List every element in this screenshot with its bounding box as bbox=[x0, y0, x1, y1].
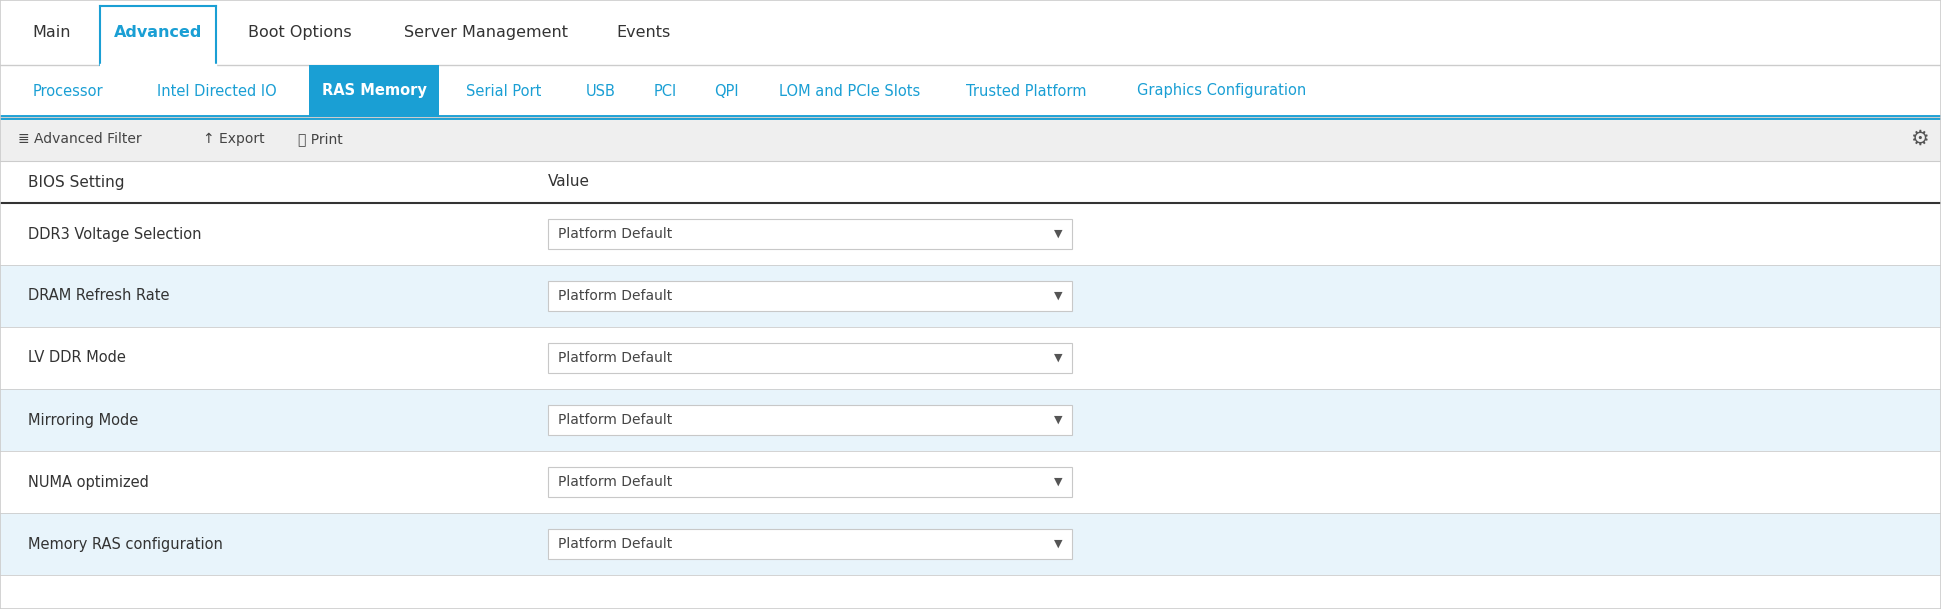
Bar bbox=[0, 389, 1941, 451]
Text: LOM and PCIe Slots: LOM and PCIe Slots bbox=[780, 83, 920, 99]
Text: Platform Default: Platform Default bbox=[557, 227, 672, 241]
Text: Boot Options: Boot Options bbox=[248, 25, 351, 40]
Text: Advanced: Advanced bbox=[115, 25, 202, 40]
Text: QPI: QPI bbox=[714, 83, 740, 99]
Text: Events: Events bbox=[617, 25, 672, 40]
Text: ▼: ▼ bbox=[1054, 291, 1062, 301]
Bar bbox=[0, 203, 1941, 265]
Text: Processor: Processor bbox=[33, 83, 103, 99]
Bar bbox=[0, 0, 1941, 65]
Text: Serial Port: Serial Port bbox=[466, 83, 542, 99]
Bar bbox=[0, 117, 1941, 161]
Bar bbox=[309, 65, 439, 117]
Text: Platform Default: Platform Default bbox=[557, 537, 672, 551]
Text: Value: Value bbox=[547, 175, 590, 189]
Text: Graphics Configuration: Graphics Configuration bbox=[1137, 83, 1306, 99]
Bar bbox=[547, 405, 1071, 435]
Bar bbox=[0, 65, 1941, 117]
Bar bbox=[0, 451, 1941, 513]
Text: RAS Memory: RAS Memory bbox=[322, 83, 427, 99]
Text: Platform Default: Platform Default bbox=[557, 351, 672, 365]
Bar bbox=[0, 265, 1941, 327]
Bar bbox=[547, 467, 1071, 497]
Bar bbox=[547, 529, 1071, 559]
Text: DDR3 Voltage Selection: DDR3 Voltage Selection bbox=[27, 227, 202, 242]
Text: Memory RAS configuration: Memory RAS configuration bbox=[27, 537, 223, 552]
Bar bbox=[0, 327, 1941, 389]
Text: ⚙: ⚙ bbox=[1910, 129, 1927, 149]
Text: BIOS Setting: BIOS Setting bbox=[27, 175, 124, 189]
Text: Main: Main bbox=[33, 25, 72, 40]
Bar bbox=[0, 513, 1941, 575]
Bar bbox=[0, 161, 1941, 203]
Text: ▼: ▼ bbox=[1054, 415, 1062, 425]
Text: USB: USB bbox=[586, 83, 615, 99]
Text: ≣ Advanced Filter: ≣ Advanced Filter bbox=[17, 132, 142, 146]
Text: Mirroring Mode: Mirroring Mode bbox=[27, 412, 138, 428]
Text: Server Management: Server Management bbox=[404, 25, 567, 40]
Text: ↑ Export: ↑ Export bbox=[204, 132, 264, 146]
Text: NUMA optimized: NUMA optimized bbox=[27, 474, 149, 490]
Text: ▼: ▼ bbox=[1054, 477, 1062, 487]
Text: ▼: ▼ bbox=[1054, 539, 1062, 549]
Text: DRAM Refresh Rate: DRAM Refresh Rate bbox=[27, 289, 169, 303]
Text: ▼: ▼ bbox=[1054, 353, 1062, 363]
Text: LV DDR Mode: LV DDR Mode bbox=[27, 351, 126, 365]
Text: ▼: ▼ bbox=[1054, 229, 1062, 239]
Text: Trusted Platform: Trusted Platform bbox=[967, 83, 1087, 99]
Text: PCI: PCI bbox=[654, 83, 677, 99]
Text: Platform Default: Platform Default bbox=[557, 413, 672, 427]
Text: Intel Directed IO: Intel Directed IO bbox=[157, 83, 276, 99]
Bar bbox=[547, 219, 1071, 249]
Text: 🖨 Print: 🖨 Print bbox=[299, 132, 344, 146]
Text: Platform Default: Platform Default bbox=[557, 475, 672, 489]
Bar bbox=[547, 281, 1071, 311]
Bar bbox=[547, 343, 1071, 373]
Text: Platform Default: Platform Default bbox=[557, 289, 672, 303]
